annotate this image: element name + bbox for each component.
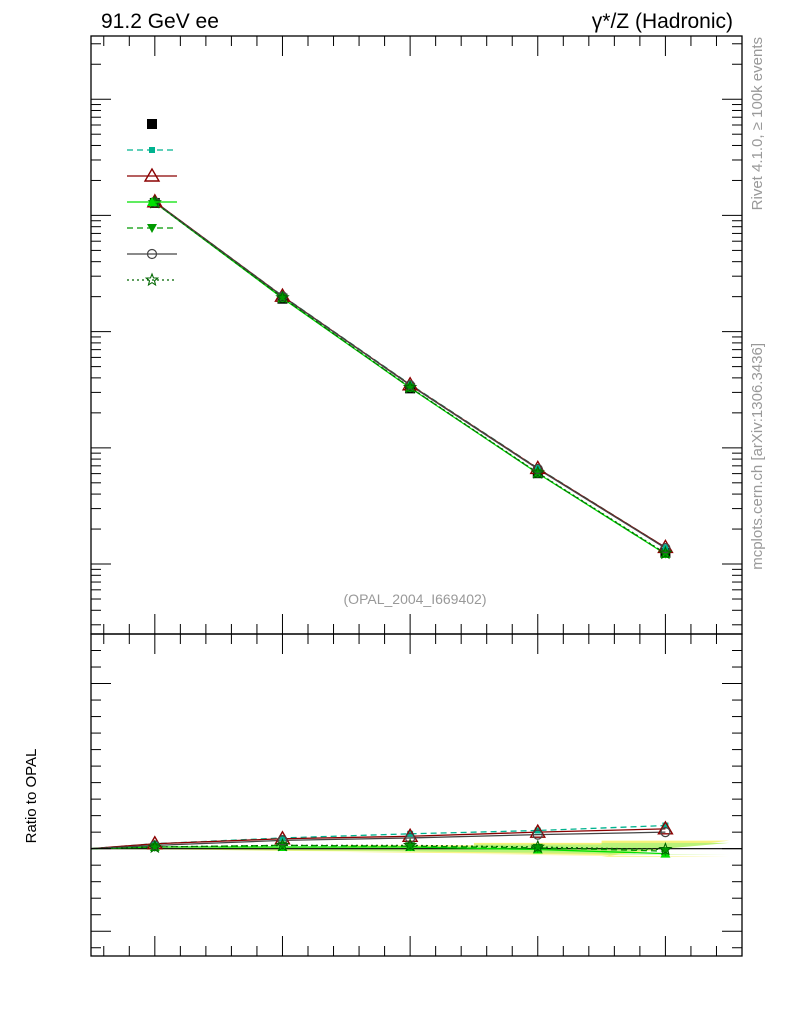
ratio-series-5-point xyxy=(147,839,162,854)
ratio-series-4-point xyxy=(660,827,671,838)
ratio-series-3-point xyxy=(532,843,543,853)
ratio-series-4-point xyxy=(277,835,288,846)
ratio-series-lines xyxy=(90,824,666,855)
ratio-series-4-line xyxy=(90,831,666,850)
legend-item-6-marker xyxy=(144,272,160,287)
plot-title-right: γ*/Z (Hadronic) xyxy=(592,10,733,33)
legend-item-3-marker xyxy=(147,197,157,206)
ratio-series-1-point xyxy=(657,820,674,835)
series-6-point xyxy=(402,379,418,394)
plot-title-left: 91.2 GeV ee xyxy=(101,10,219,33)
ratio-series-1-line xyxy=(90,828,666,850)
ratio-axis-label: Ratio to OPAL xyxy=(23,749,40,844)
ratio-series-3-point xyxy=(405,842,416,852)
series-1-line xyxy=(154,201,666,548)
series-6-point xyxy=(530,465,545,479)
ratio-series-4-point xyxy=(532,829,543,840)
legend-item-2-marker xyxy=(143,167,161,182)
series-2-line xyxy=(154,201,666,548)
analysis-tag-label: (OPAL_2004_I669402) xyxy=(344,591,487,607)
ratio-series-4-point xyxy=(405,832,416,844)
ratio-series-markers xyxy=(146,820,674,858)
ratio-series-5-point xyxy=(530,839,545,854)
series-6-point xyxy=(658,545,673,560)
legend-item-0-marker xyxy=(147,119,157,129)
series-5-point xyxy=(660,543,671,554)
legend-item-4-marker xyxy=(147,224,157,233)
series-5-line xyxy=(154,201,666,549)
ratio-series-5-point xyxy=(658,841,673,856)
main-panel-frame xyxy=(90,35,743,635)
legend xyxy=(127,119,177,287)
ratio-series-0-point xyxy=(662,822,669,829)
ratio-series-5-point xyxy=(275,837,290,852)
ratio-panel-frame xyxy=(90,633,743,957)
ratio-series-0-point xyxy=(279,834,286,841)
series-6-point xyxy=(275,290,290,304)
mcplots-reference-label: mcplots.cern.ch [arXiv:1306.3436] xyxy=(749,343,766,570)
legend-item-1-marker xyxy=(149,147,155,153)
axes-ticks xyxy=(91,36,743,956)
ratio-series-5-point xyxy=(402,837,418,852)
series-5-point xyxy=(532,463,543,475)
legend-item-5-marker xyxy=(146,248,158,260)
rivet-version-label: Rivet 4.1.0, ≥ 100k events xyxy=(749,37,766,210)
ratio-series-5-line xyxy=(90,844,666,851)
